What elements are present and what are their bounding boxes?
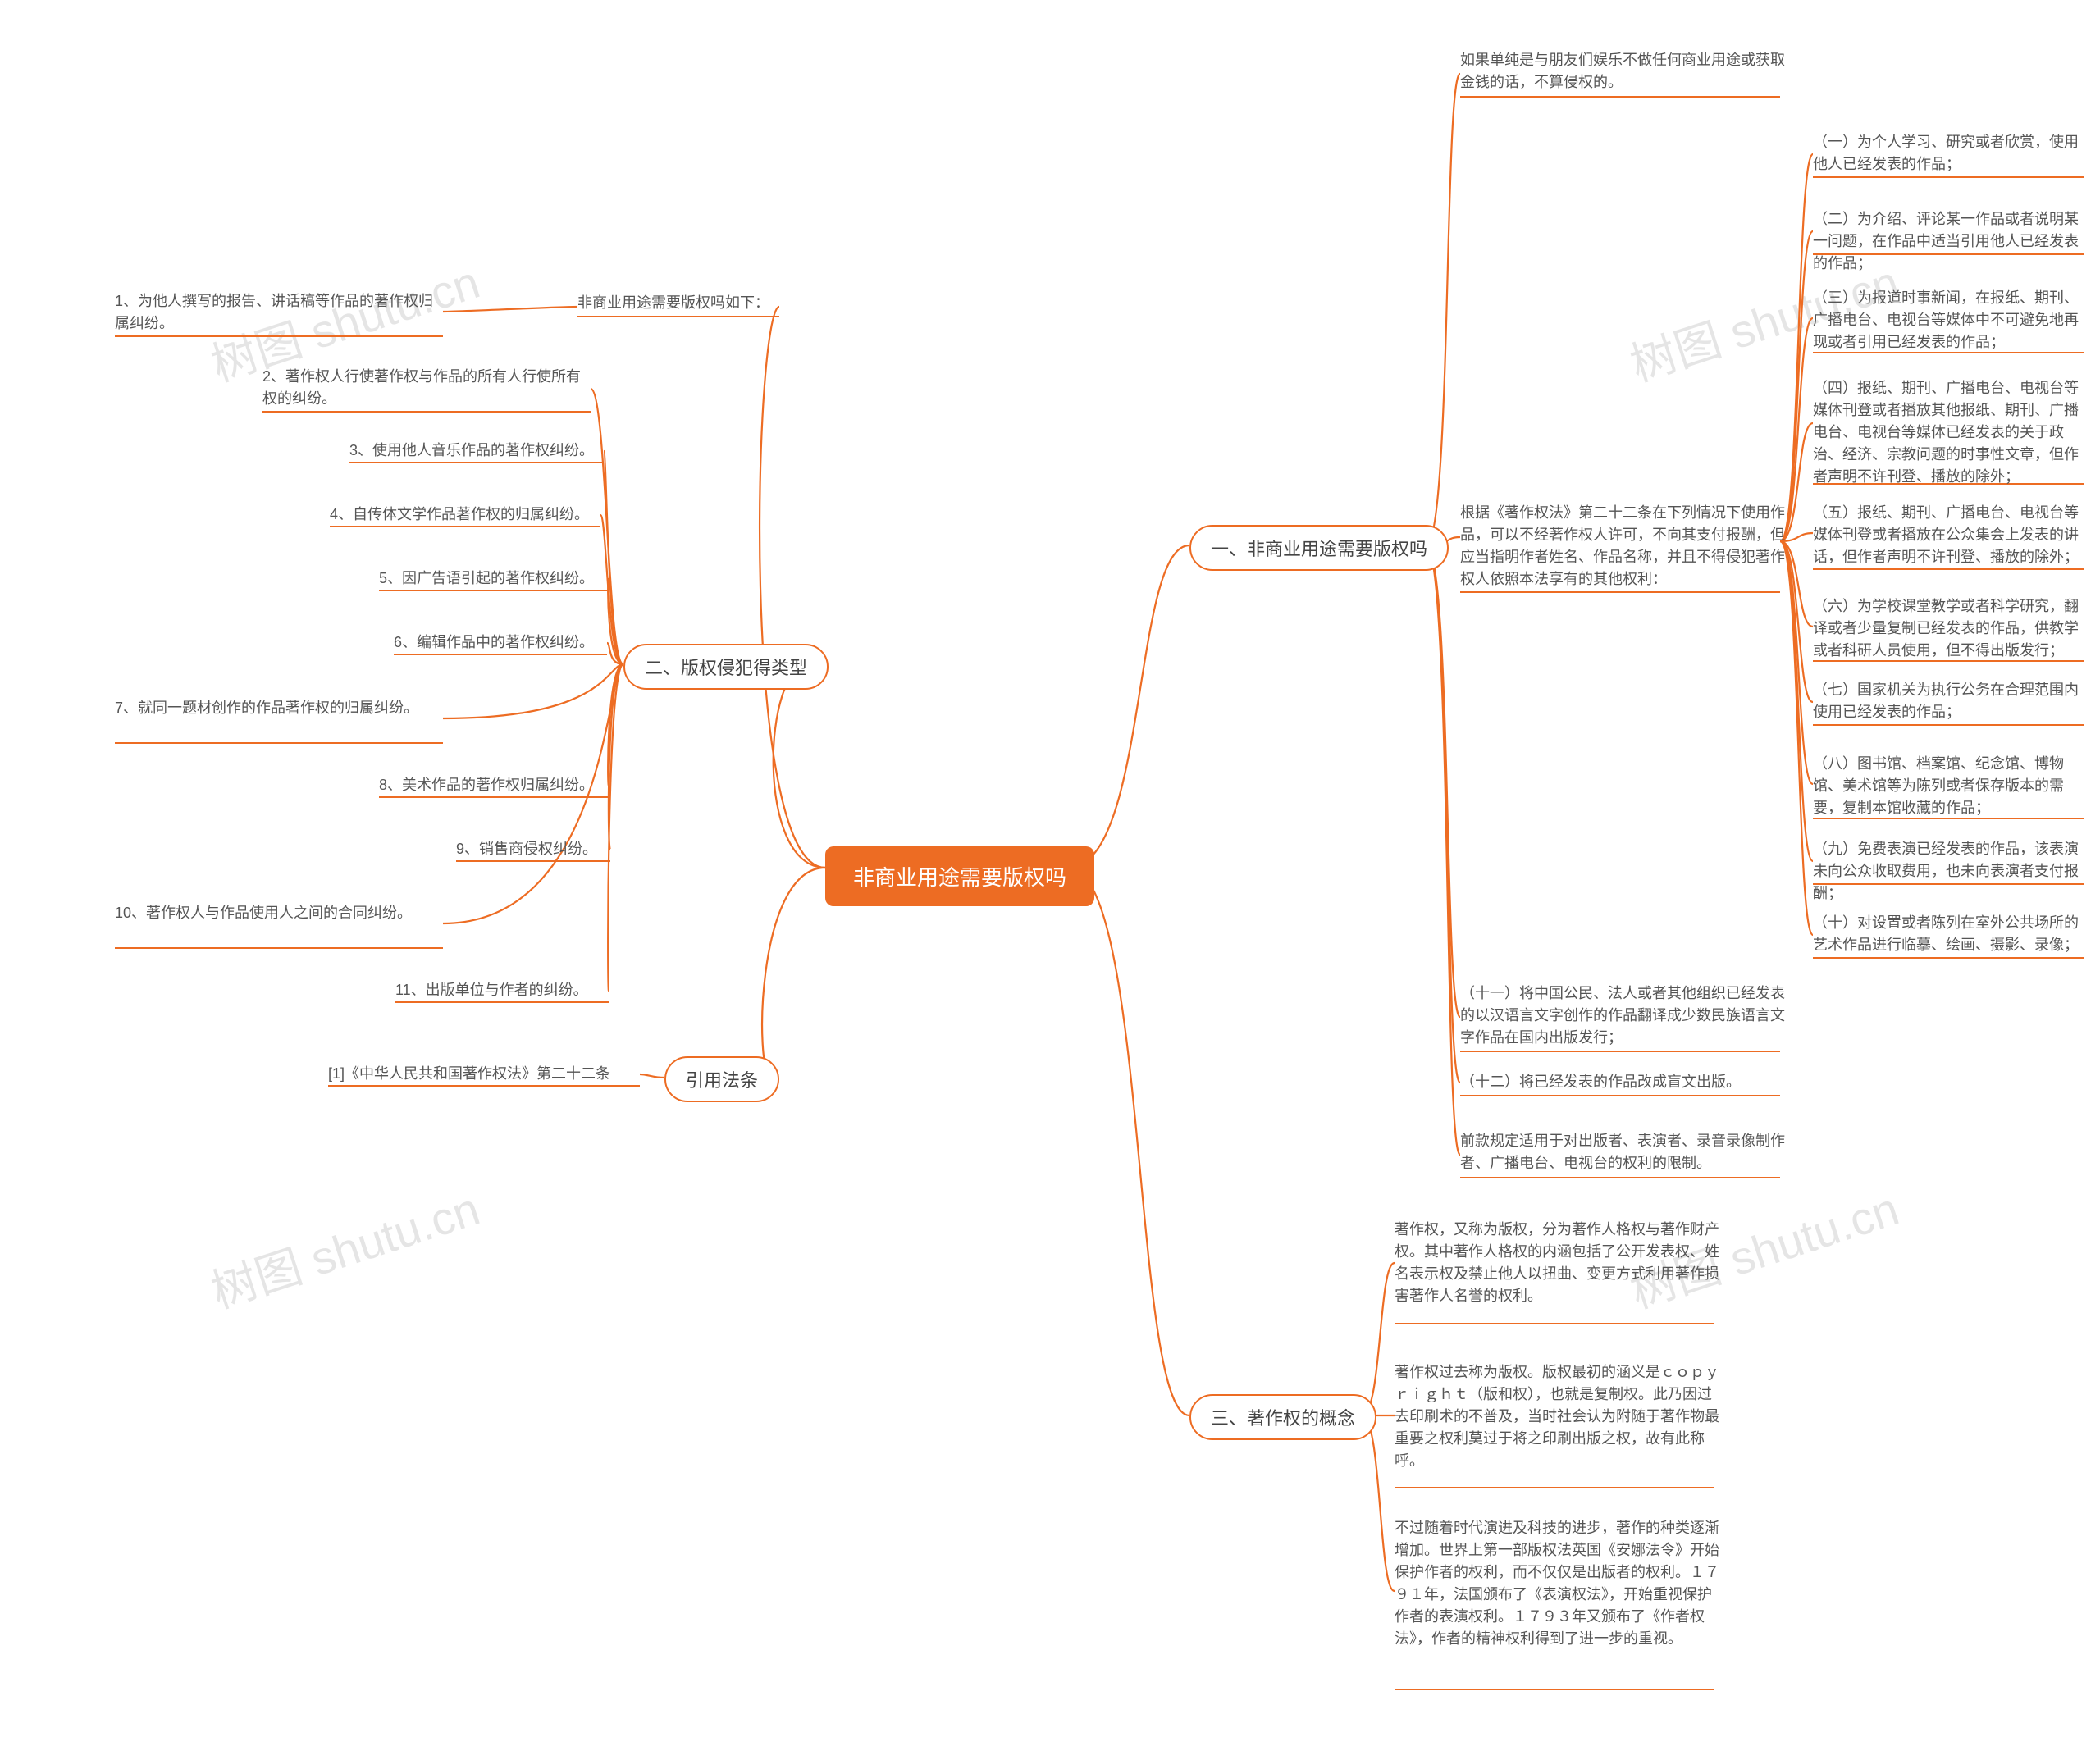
leaf-text: 著作权，又称为版权，分为著作人格权与著作财产权。其中著作人格权的内涵包括了公开发… [1395,1219,1723,1307]
leaf-text: 3、使用他人音乐作品的著作权纠纷。 [349,440,604,462]
leaf-text: [1]《中华人民共和国著作权法》第二十二条 [328,1063,640,1085]
leaf-text: 6、编辑作品中的著作权纠纷。 [394,631,607,654]
leaf-text: 9、销售商侵权纠纷。 [456,838,612,860]
leaf-text: 前款规定适用于对出版者、表演者、录音录像制作者、广播电台、电视台的权利的限制。 [1460,1130,1788,1174]
leaf-text: （三）为报道时事新闻，在报纸、期刊、广播电台、电视台等媒体中不可避免地再现或者引… [1813,287,2092,353]
branch-infringement-types[interactable]: 二、版权侵犯得类型 [623,644,829,690]
leaf-text: 1、为他人撰写的报告、讲话稿等作品的著作权归属纠纷。 [115,290,443,335]
root-node[interactable]: 非商业用途需要版权吗 [825,846,1094,906]
leaf-text: （九）免费表演已经发表的作品，该表演未向公众收取费用，也未向表演者支付报酬； [1813,838,2092,905]
branch-copyright-concept[interactable]: 三、著作权的概念 [1189,1394,1376,1440]
leaf-text: 7、就同一题材创作的作品著作权的归属纠纷。 [115,697,443,719]
watermark: 树图 shutu.cn [202,1173,487,1322]
leaf-text: （十一）将中国公民、法人或者其他组织已经发表的以汉语言文字创作的作品翻译成少数民… [1460,982,1788,1049]
leaf-text: （十二）将已经发表的作品改成盲文出版。 [1460,1071,1788,1093]
leaf-text: 2、著作权人行使著作权与作品的所有人行使所有权的纠纷。 [262,366,591,410]
leaf-text: 4、自传体文学作品著作权的归属纠纷。 [330,504,600,526]
leaf-text: 10、著作权人与作品使用人之间的合同纠纷。 [115,902,443,924]
leaf-text: 8、美术作品的著作权归属纠纷。 [379,774,609,796]
leaf-text: （四）报纸、期刊、广播电台、电视台等媒体刊登或者播放其他报纸、期刊、广播电台、电… [1813,377,2092,488]
branch-noncommercial-copyright[interactable]: 一、非商业用途需要版权吗 [1189,525,1449,571]
leaf-text: （八）图书馆、档案馆、纪念馆、博物馆、美术馆等为陈列或者保存版本的需要，复制本馆… [1813,753,2092,819]
leaf-text: （二）为介绍、评论某一作品或者说明某一问题，在作品中适当引用他人已经发表的作品； [1813,208,2092,275]
leaf-text: 著作权过去称为版权。版权最初的涵义是ｃｏｐｙｒｉｇｈｔ（版和权），也就是复制权。… [1395,1361,1723,1472]
leaf-text: （一）为个人学习、研究或者欣赏，使用他人已经发表的作品； [1813,131,2092,176]
leaf-text: 根据《著作权法》第二十二条在下列情况下使用作品，可以不经著作权人许可，不向其支付… [1460,502,1788,590]
leaf-text: （五）报纸、期刊、广播电台、电视台等媒体刊登或者播放在公众集会上发表的讲话，但作… [1813,502,2092,568]
leaf-text: （十）对设置或者陈列在室外公共场所的艺术作品进行临摹、绘画、摄影、录像； [1813,912,2092,956]
leaf-text: 如果单纯是与朋友们娱乐不做任何商业用途或获取金钱的话，不算侵权的。 [1460,49,1788,93]
leaf-text: （六）为学校课堂教学或者科学研究，翻译或者少量复制已经发表的作品，供教学或者科研… [1813,595,2092,662]
branch-noncommercial-header[interactable]: 非商业用途需要版权吗如下： [578,292,783,314]
leaf-text: 5、因广告语引起的著作权纠纷。 [379,568,609,590]
leaf-text: 不过随着时代演进及科技的进步，著作的种类逐渐增加。世界上第一部版权法英国《安娜法… [1395,1517,1723,1650]
leaf-text: （七）国家机关为执行公务在合理范围内使用已经发表的作品； [1813,679,2092,723]
branch-cited-law[interactable]: 引用法条 [664,1056,779,1102]
mindmap-canvas: 树图 shutu.cn 树图 shutu.cn 树图 shutu.cn 树图 s… [0,0,2100,1746]
leaf-text: 11、出版单位与作者的纠纷。 [395,979,609,1001]
